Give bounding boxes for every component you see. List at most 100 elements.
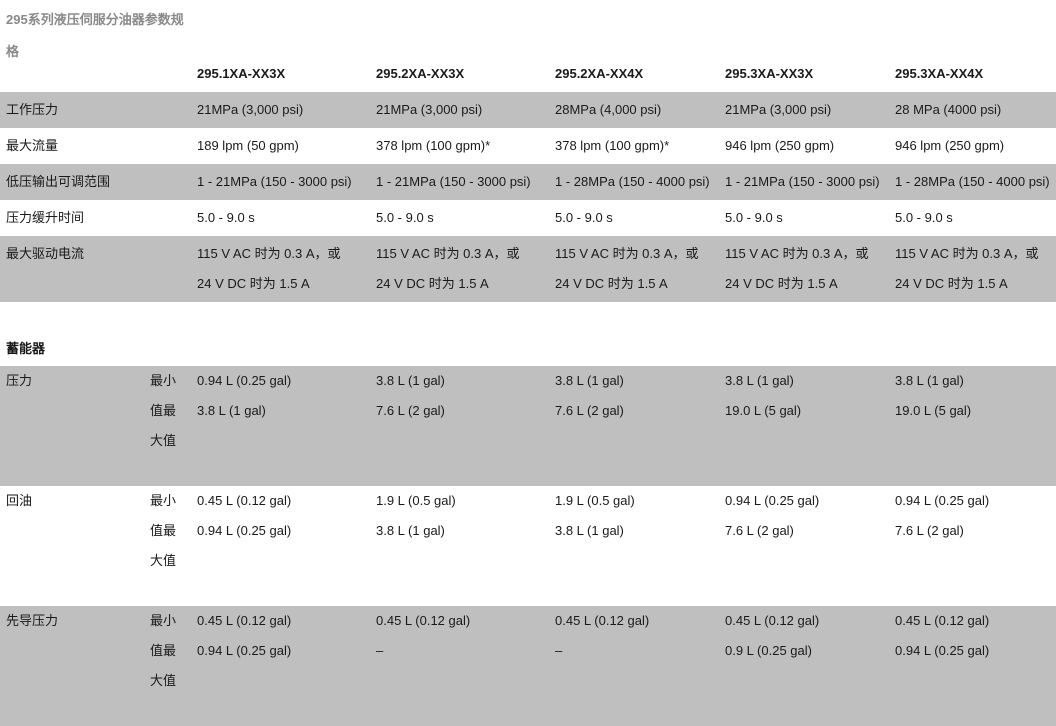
row-label: 回油	[6, 493, 33, 508]
model-header: 295.3XA-XX4X	[895, 66, 984, 81]
value-cell: 115 V AC 时为 0.3 A，或 24 V DC 时为 1.5 A	[725, 236, 895, 302]
cell-line: 3.8 L (1 gal)	[376, 373, 445, 388]
value-cell: 189 lpm (50 gpm)	[197, 138, 299, 153]
cell-line: –	[376, 643, 384, 658]
min-max-label: 最小值最大值	[150, 493, 177, 568]
cell-line: 3.8 L (1 gal)	[555, 523, 624, 538]
cell-line: 0.94 L (0.25 gal)	[895, 493, 990, 508]
row-label: 压力缓升时间	[6, 210, 85, 225]
value-cell: 1 - 21MPa (150 - 3000 psi)	[376, 164, 555, 200]
cell-line: 19.0 L (5 gal)	[725, 403, 802, 418]
value-cell: 1.9 L (0.5 gal) 3.8 L (1 gal)	[376, 486, 555, 606]
value-cell: 1 - 21MPa (150 - 3000 psi)	[197, 164, 376, 200]
page-title: 295系列液压伺服分油器参数规格	[6, 12, 184, 59]
value-cell: 0.45 L (0.12 gal) –	[376, 606, 555, 726]
cell-line: 0.94 L (0.25 gal)	[197, 643, 292, 658]
cell-line: 24 V DC 时为 1.5 A	[895, 276, 1008, 291]
value-cell: 3.8 L (1 gal) 19.0 L (5 gal)	[725, 366, 895, 486]
cell-line: 0.9 L (0.25 gal)	[725, 643, 812, 658]
accumulator-row: 回油 最小值最大值 0.45 L (0.12 gal) 0.94 L (0.25 ga…	[0, 486, 1056, 606]
cell-line: 24 V DC 时为 1.5 A	[725, 276, 838, 291]
cell-line: 0.45 L (0.12 gal)	[555, 613, 650, 628]
spec-row: 工作压力 21MPa (3,000 psi) 21MPa (3,000 psi) 28…	[0, 92, 1056, 128]
cell-line: 24 V DC 时为 1.5 A	[197, 276, 310, 291]
spec-row: 压力缓升时间 5.0 - 9.0 s 5.0 - 9.0 s 5.0 - 9.0 s 5…	[0, 200, 1056, 236]
min-max-label: 最小值最大值	[148, 366, 197, 486]
cell-line: 0.94 L (0.25 gal)	[197, 523, 292, 538]
value-cell: 115 V AC 时为 0.3 A，或 24 V DC 时为 1.5 A	[376, 236, 555, 302]
value-cell: 28MPa (4,000 psi)	[555, 92, 725, 128]
model-header: 295.2XA-XX4X	[555, 66, 644, 81]
value-cell: 946 lpm (250 gpm)	[895, 138, 1005, 153]
value-cell: 378 lpm (100 gpm)*	[555, 138, 670, 153]
cell-line: 3.8 L (1 gal)	[376, 523, 445, 538]
value-cell: 378 lpm (100 gpm)*	[376, 138, 491, 153]
cell-line: –	[555, 643, 563, 658]
accumulator-table: 压力 最小值最大值 0.94 L (0.25 gal) 3.8 L (1 gal) 3.…	[0, 366, 1056, 726]
value-cell: 1 - 21MPa (150 - 3000 psi)	[725, 164, 895, 200]
value-cell: 0.45 L (0.12 gal) 0.94 L (0.25 gal)	[197, 606, 376, 726]
value-cell: 3.8 L (1 gal) 7.6 L (2 gal)	[376, 366, 555, 486]
cell-line: 0.45 L (0.12 gal)	[197, 493, 292, 508]
cell-line: 3.8 L (1 gal)	[725, 373, 794, 388]
cell-line: 0.94 L (0.25 gal)	[895, 643, 990, 658]
value-cell: 21MPa (3,000 psi)	[376, 92, 555, 128]
cell-line: 7.6 L (2 gal)	[555, 403, 624, 418]
cell-line: 115 V AC 时为 0.3 A，或	[895, 246, 1039, 261]
cell-line: 115 V AC 时为 0.3 A，或	[725, 246, 869, 261]
value-cell: 5.0 - 9.0 s	[376, 210, 434, 225]
cell-line: 3.8 L (1 gal)	[555, 373, 624, 388]
cell-line: 7.6 L (2 gal)	[725, 523, 794, 538]
value-cell: 5.0 - 9.0 s	[725, 210, 783, 225]
row-label: 最大驱动电流	[0, 236, 197, 302]
value-cell: 0.94 L (0.25 gal) 3.8 L (1 gal)	[197, 366, 376, 486]
cell-line: 7.6 L (2 gal)	[895, 523, 964, 538]
accumulator-heading: 蓄能器	[6, 341, 46, 356]
value-cell: 28 MPa (4000 psi)	[895, 92, 1056, 128]
value-cell: 115 V AC 时为 0.3 A，或 24 V DC 时为 1.5 A	[895, 236, 1056, 302]
cell-line: 0.94 L (0.25 gal)	[197, 373, 292, 388]
row-label: 先导压力	[0, 606, 148, 726]
cell-line: 1.9 L (0.5 gal)	[555, 493, 635, 508]
value-cell: 115 V AC 时为 0.3 A，或 24 V DC 时为 1.5 A	[555, 236, 725, 302]
cell-line: 7.6 L (2 gal)	[376, 403, 445, 418]
value-cell: 21MPa (3,000 psi)	[197, 92, 376, 128]
value-cell: 3.8 L (1 gal) 19.0 L (5 gal)	[895, 366, 1056, 486]
accumulator-row: 压力 最小值最大值 0.94 L (0.25 gal) 3.8 L (1 gal) 3.…	[0, 366, 1056, 486]
value-cell: 0.45 L (0.12 gal) 0.9 L (0.25 gal)	[725, 606, 895, 726]
cell-line: 24 V DC 时为 1.5 A	[555, 276, 668, 291]
value-cell: 21MPa (3,000 psi)	[725, 92, 895, 128]
row-label: 工作压力	[0, 92, 197, 128]
row-label: 压力	[0, 366, 148, 486]
cell-line: 0.94 L (0.25 gal)	[725, 493, 820, 508]
value-cell: 0.94 L (0.25 gal) 7.6 L (2 gal)	[895, 486, 1056, 606]
value-cell: 1 - 28MPa (150 - 4000 psi)	[555, 164, 725, 200]
header-spacer	[0, 56, 197, 92]
value-cell: 1.9 L (0.5 gal) 3.8 L (1 gal)	[555, 486, 725, 606]
model-header: 295.2XA-XX3X	[376, 66, 465, 81]
value-cell: 3.8 L (1 gal) 7.6 L (2 gal)	[555, 366, 725, 486]
value-cell: 0.94 L (0.25 gal) 7.6 L (2 gal)	[725, 486, 895, 606]
value-cell: 0.45 L (0.12 gal) 0.94 L (0.25 gal)	[895, 606, 1056, 726]
cell-line: 3.8 L (1 gal)	[197, 403, 266, 418]
value-cell: 5.0 - 9.0 s	[555, 210, 613, 225]
accumulator-row: 先导压力 最小值最大值 0.45 L (0.12 gal) 0.94 L (0.25 …	[0, 606, 1056, 726]
row-label: 最大流量	[6, 138, 59, 153]
cell-line: 0.45 L (0.12 gal)	[725, 613, 820, 628]
value-cell: 0.45 L (0.12 gal) –	[555, 606, 725, 726]
header-row: 295.1XA-XX3X 295.2XA-XX3X 295.2XA-XX4X 295.…	[0, 56, 1056, 92]
value-cell: 5.0 - 9.0 s	[895, 210, 953, 225]
cell-line: 0.45 L (0.12 gal)	[197, 613, 292, 628]
min-max-label: 最小值最大值	[148, 606, 197, 726]
cell-line: 3.8 L (1 gal)	[895, 373, 964, 388]
spec-table: 295.1XA-XX3X 295.2XA-XX3X 295.2XA-XX4X 295.…	[0, 56, 1056, 302]
cell-line: 115 V AC 时为 0.3 A，或	[555, 246, 699, 261]
row-label: 低压输出可调范围	[0, 164, 197, 200]
cell-line: 24 V DC 时为 1.5 A	[376, 276, 489, 291]
model-header: 295.3XA-XX3X	[725, 66, 814, 81]
value-cell: 0.45 L (0.12 gal) 0.94 L (0.25 gal)	[197, 486, 376, 606]
spec-row: 低压输出可调范围 1 - 21MPa (150 - 3000 psi) 1 - 21…	[0, 164, 1056, 200]
value-cell: 5.0 - 9.0 s	[197, 210, 255, 225]
value-cell: 115 V AC 时为 0.3 A，或 24 V DC 时为 1.5 A	[197, 236, 376, 302]
cell-line: 0.45 L (0.12 gal)	[376, 613, 471, 628]
